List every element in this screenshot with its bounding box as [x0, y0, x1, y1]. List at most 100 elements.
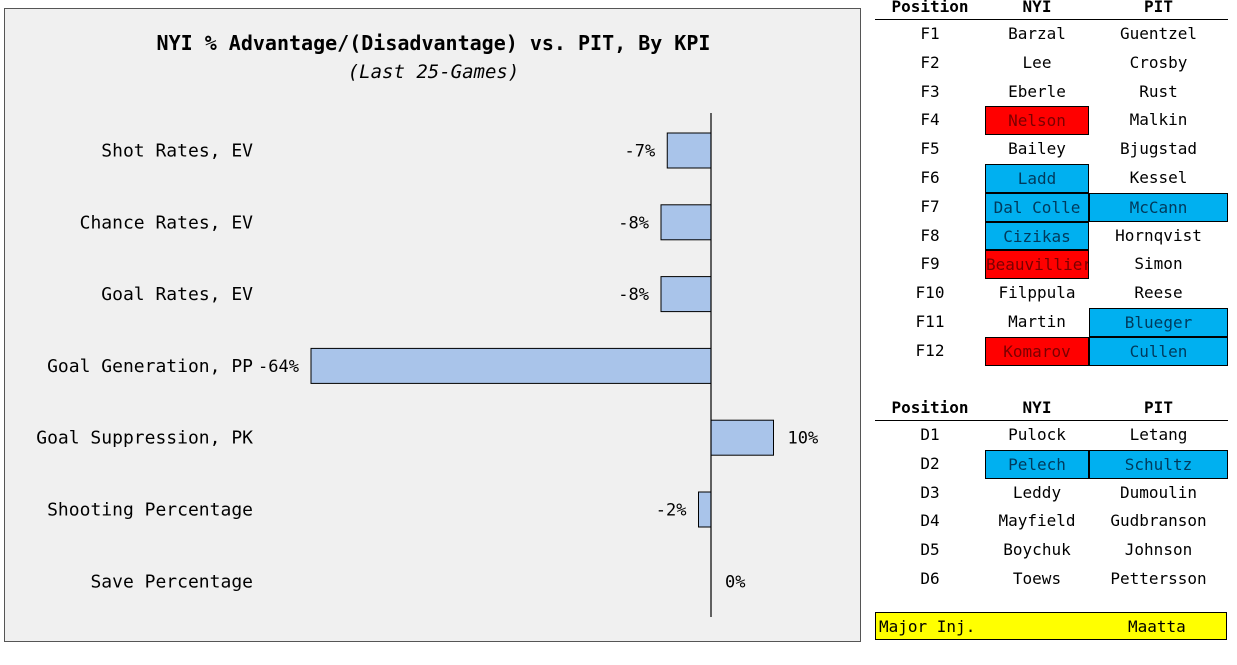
header-position: Position [891, 0, 969, 16]
pit-player-cell: Gudbranson [1110, 511, 1207, 531]
table-row: F4 Nelson Malkin [875, 106, 1228, 136]
nyi-player-cell: Leddy [1012, 482, 1062, 502]
pit-player-cell: Dumoulin [1119, 482, 1198, 502]
table-row: F1 Barzal Guentzel [875, 20, 1228, 49]
data-label: 10% [788, 429, 819, 449]
data-label: -2% [656, 501, 687, 521]
position-cell: F9 [920, 254, 940, 274]
defense-table: Position NYI PIT D1 Pulock Letang D2 Pelech S… [875, 398, 1228, 594]
bar [666, 132, 712, 169]
header-nyi: NYI [1022, 0, 1052, 16]
nyi-player-cell: Komarov [985, 336, 1089, 366]
data-label: -64% [258, 357, 299, 377]
position-cell: F3 [920, 81, 940, 101]
defense-header-row: Position NYI PIT [875, 398, 1228, 421]
position-cell: F8 [920, 225, 940, 245]
pit-player-cell: Malkin [1129, 110, 1188, 130]
nyi-player-cell: Mayfield [998, 511, 1076, 531]
nyi-player-cell: Filppula [998, 283, 1076, 303]
table-row: F3 Eberle Rust [875, 78, 1228, 107]
nyi-player-cell: Beauvillier [985, 250, 1089, 280]
pit-player-cell: Letang [1129, 425, 1188, 444]
bar [310, 347, 712, 384]
position-cell: F11 [915, 311, 945, 331]
pit-player-cell: Hornqvist [1115, 225, 1202, 245]
pit-player-cell: McCann [1089, 192, 1228, 222]
table-row: F2 Lee Crosby [875, 49, 1228, 78]
position-cell: F10 [915, 283, 945, 303]
category-label: Goal Generation, PP [47, 356, 253, 377]
nyi-player-cell: Toews [1012, 568, 1062, 588]
table-row: F9 Beauvillier Simon [875, 250, 1228, 280]
position-cell: F1 [920, 24, 940, 43]
position-cell: F7 [920, 196, 940, 216]
position-cell: F12 [915, 340, 945, 360]
chart-subtitle: (Last 25-Games) [347, 61, 520, 83]
position-cell: F5 [920, 139, 940, 159]
bar [698, 491, 712, 528]
table-row: D4 Mayfield Gudbranson [875, 507, 1228, 536]
header-nyi: NYI [1022, 398, 1052, 417]
nyi-player-cell: Ladd [985, 163, 1089, 193]
pit-player-cell: Blueger [1089, 307, 1228, 337]
table-row: F11 Martin Blueger [875, 307, 1228, 337]
table-row: F5 Bailey Bjugstad [875, 135, 1228, 164]
bar [710, 419, 774, 456]
data-label: -7% [625, 142, 656, 162]
data-label: -8% [618, 285, 649, 305]
category-label: Shot Rates, EV [101, 141, 253, 162]
table-row: F10 Filppula Reese [875, 279, 1228, 308]
injury-label: Major Inj. [879, 617, 976, 636]
position-cell: D6 [920, 568, 940, 588]
position-cell: D2 [920, 453, 940, 473]
position-cell: D3 [920, 482, 940, 502]
header-pit: PIT [1144, 398, 1173, 417]
nyi-player-cell: Nelson [985, 106, 1089, 136]
forwards-table: Position NYI PIT F1 Barzal Guentzel F2 Lee Cr… [875, 0, 1228, 366]
header-pit: PIT [1144, 0, 1173, 16]
position-cell: D4 [920, 511, 940, 531]
nyi-player-cell: Bailey [1008, 139, 1066, 159]
defense-body: D1 Pulock Letang D2 Pelech Schultz D3 Leddy Dumo… [875, 421, 1228, 594]
category-label: Goal Rates, EV [101, 284, 253, 305]
table-row: D6 Toews Pettersson [875, 565, 1228, 594]
pit-player-cell: Simon [1134, 254, 1183, 274]
nyi-player-cell: Cizikas [985, 221, 1089, 251]
pit-player-cell: Cullen [1089, 336, 1228, 366]
header-position: Position [891, 398, 969, 417]
table-row: F12 Komarov Cullen [875, 336, 1228, 366]
category-label: Goal Suppression, PK [36, 428, 253, 449]
position-cell: F4 [920, 110, 940, 130]
position-cell: F6 [920, 167, 940, 187]
pit-player-cell: Schultz [1089, 449, 1228, 479]
pit-player-cell: Rust [1139, 81, 1178, 101]
pit-player-cell: Bjugstad [1119, 139, 1198, 159]
pit-player-cell: Johnson [1124, 540, 1193, 560]
position-cell: D1 [920, 425, 940, 444]
pit-player-cell: Crosby [1129, 52, 1188, 72]
forwards-body: F1 Barzal Guentzel F2 Lee Crosby F3 Eberle Rust F… [875, 20, 1228, 366]
table-row: F7 Dal Colle McCann [875, 192, 1228, 222]
position-cell: F2 [920, 52, 940, 72]
injury-player: Maatta [1128, 617, 1186, 636]
nyi-player-cell: Boychuk [1003, 540, 1071, 560]
nyi-player-cell: Barzal [1008, 24, 1066, 43]
bar [660, 204, 712, 241]
nyi-player-cell: Martin [1008, 311, 1066, 331]
pit-player-cell: Pettersson [1110, 568, 1207, 588]
table-row: D3 Leddy Dumoulin [875, 479, 1228, 508]
nyi-player-cell: Pelech [985, 449, 1089, 479]
injury-bar: Major Inj. Maatta [875, 612, 1227, 640]
bar [660, 276, 712, 313]
nyi-player-cell: Pulock [1008, 425, 1066, 444]
table-row: D2 Pelech Schultz [875, 449, 1228, 479]
pit-player-cell: Reese [1134, 283, 1183, 303]
table-row: F6 Ladd Kessel [875, 163, 1228, 193]
table-row: D5 Boychuk Johnson [875, 536, 1228, 565]
pit-player-cell: Kessel [1129, 167, 1188, 187]
data-label: -8% [618, 213, 649, 233]
nyi-player-cell: Eberle [1008, 81, 1066, 101]
forwards-header-row: Position NYI PIT [875, 0, 1228, 20]
table-row: D1 Pulock Letang [875, 421, 1228, 450]
chart-panel: NYI % Advantage/(Disadvantage) vs. PIT, … [4, 8, 861, 642]
